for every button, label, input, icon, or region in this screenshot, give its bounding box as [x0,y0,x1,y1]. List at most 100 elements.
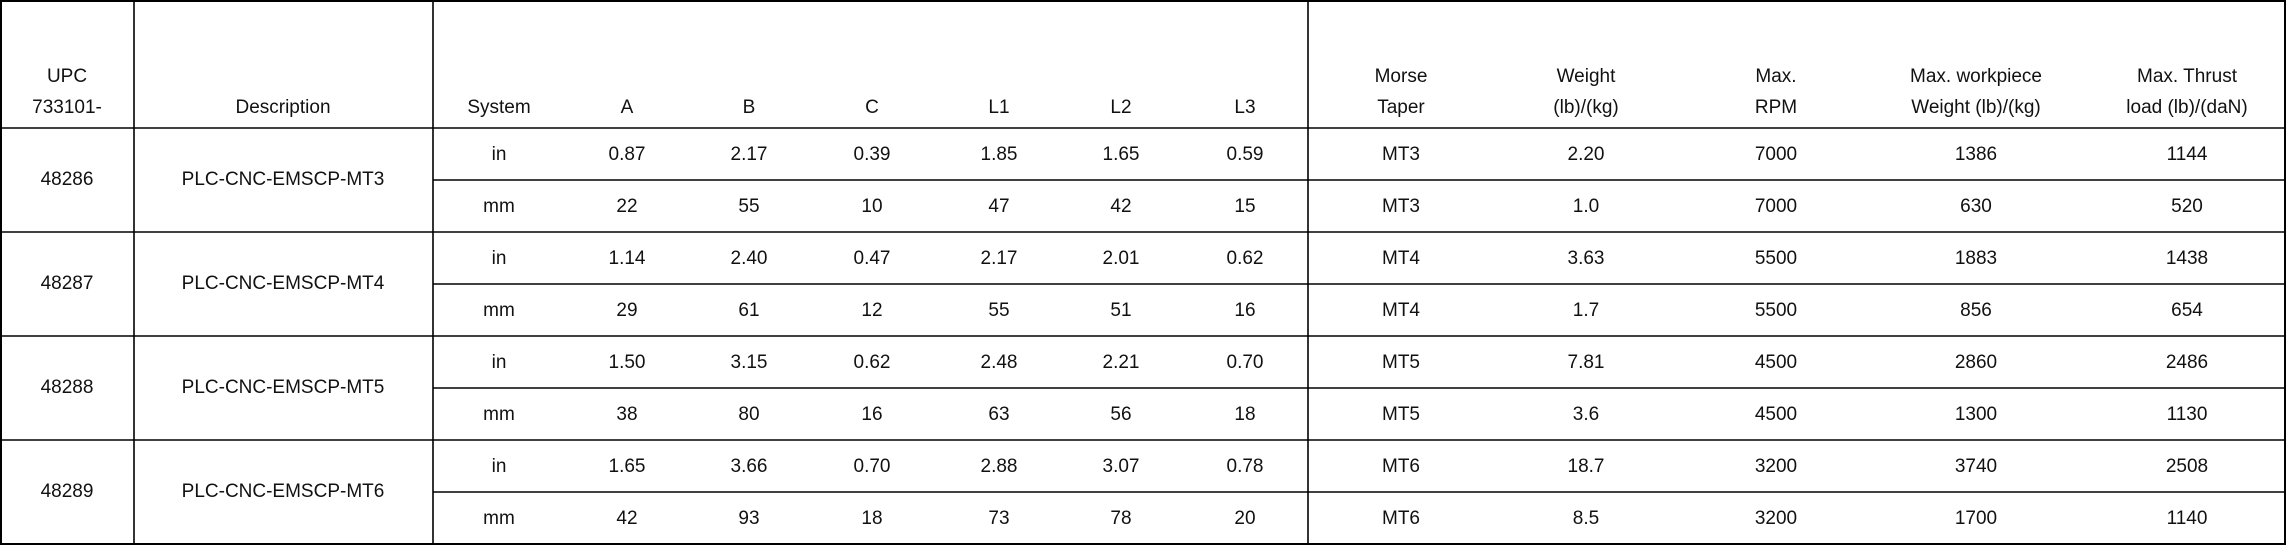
data-cell: 654 [2171,300,2203,321]
description-cell: PLC-CNC-EMSCP-MT4 [182,273,385,294]
data-cell: 1883 [1955,248,1997,269]
data-cell: 0.39 [854,144,891,165]
data-cell: 73 [988,508,1009,529]
data-cell: 38 [616,404,637,425]
column-header: Max. Thrust [2137,66,2238,87]
data-cell: 856 [1960,300,1992,321]
column-header: B [743,97,756,118]
data-cell: 0.78 [1227,456,1264,477]
column-header: RPM [1755,97,1797,118]
column-header: Max. workpiece [1910,66,2042,87]
data-cell: 1.65 [609,456,646,477]
data-cell: 42 [616,508,637,529]
column-header: (lb)/(kg) [1553,97,1618,118]
data-cell: 1386 [1955,144,1997,165]
column-header: Morse [1375,66,1428,87]
data-cell: 78 [1110,508,1131,529]
data-cell: 2508 [2166,456,2208,477]
data-cell: 1300 [1955,404,1997,425]
data-cell: 4500 [1755,352,1797,373]
column-header: Taper [1377,97,1425,118]
data-cell: 8.5 [1573,508,1599,529]
upc-cell: 48286 [41,169,94,190]
data-cell: MT6 [1382,508,1420,529]
data-cell: 520 [2171,196,2203,217]
column-header: Description [235,97,330,118]
data-cell: MT5 [1382,404,1420,425]
data-cell: 0.70 [854,456,891,477]
data-cell: MT3 [1382,144,1420,165]
data-cell: 2.40 [731,248,768,269]
data-cell: 2860 [1955,352,1997,373]
data-cell: 7000 [1755,196,1797,217]
column-header: C [865,97,879,118]
data-cell: MT6 [1382,456,1420,477]
column-header: Weight [1557,66,1617,87]
data-cell: 1144 [2167,144,2208,165]
data-cell: 16 [861,404,882,425]
data-cell: 22 [616,196,637,217]
data-cell: 3200 [1755,456,1797,477]
data-cell: 56 [1110,404,1131,425]
data-cell: 16 [1234,300,1255,321]
data-cell: 1.7 [1573,300,1599,321]
column-header: L2 [1110,97,1131,118]
data-cell: 2.88 [981,456,1018,477]
data-cell: 1438 [2166,248,2208,269]
data-cell: 47 [988,196,1009,217]
data-cell: 18 [1234,404,1255,425]
data-cell: MT4 [1382,300,1420,321]
column-header: 733101- [32,97,102,118]
column-header: L3 [1234,97,1255,118]
data-cell: 10 [861,196,882,217]
data-cell: 4500 [1755,404,1797,425]
column-header: UPC [47,66,87,87]
data-cell: 18 [861,508,882,529]
data-cell: 63 [988,404,1009,425]
data-cell: 80 [738,404,759,425]
data-cell: 29 [616,300,637,321]
data-cell: 2.01 [1103,248,1140,269]
column-header: A [621,97,634,118]
column-header: load (lb)/(daN) [2126,97,2247,118]
data-cell: 630 [1960,196,1992,217]
data-cell: MT5 [1382,352,1420,373]
data-cell: 3.6 [1573,404,1599,425]
data-cell: 15 [1234,196,1255,217]
data-cell: 2.21 [1103,352,1140,373]
data-cell: 1.65 [1103,144,1140,165]
data-cell: 1.85 [981,144,1018,165]
data-cell: 1140 [2167,508,2208,529]
data-cell: MT4 [1382,248,1420,269]
data-cell: mm [483,404,515,425]
upc-cell: 48287 [41,273,94,294]
data-cell: 93 [738,508,759,529]
data-cell: 0.62 [854,352,891,373]
column-header: Max. [1755,66,1796,87]
column-header: Weight (lb)/(kg) [1911,97,2041,118]
data-cell: 1.14 [609,248,646,269]
data-cell: 1.0 [1573,196,1599,217]
data-cell: 0.70 [1227,352,1264,373]
column-header: System [467,97,530,118]
data-cell: 7.81 [1568,352,1605,373]
data-cell: 0.47 [854,248,891,269]
data-cell: 55 [988,300,1009,321]
data-cell: 42 [1110,196,1131,217]
data-cell: 0.62 [1227,248,1264,269]
data-cell: 18.7 [1568,456,1605,477]
description-cell: PLC-CNC-EMSCP-MT3 [182,169,385,190]
column-header: L1 [988,97,1009,118]
data-cell: 2.48 [981,352,1018,373]
data-cell: 20 [1234,508,1255,529]
data-cell: 2.17 [981,248,1018,269]
data-cell: 3740 [1955,456,1997,477]
data-cell: 1130 [2167,404,2208,425]
data-cell: in [492,144,507,165]
data-cell: mm [483,300,515,321]
description-cell: PLC-CNC-EMSCP-MT6 [182,481,385,502]
data-cell: 7000 [1755,144,1797,165]
